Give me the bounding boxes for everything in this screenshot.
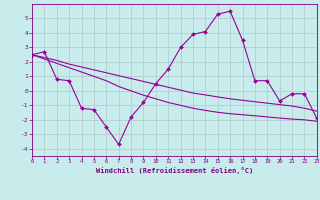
X-axis label: Windchill (Refroidissement éolien,°C): Windchill (Refroidissement éolien,°C) xyxy=(96,167,253,174)
